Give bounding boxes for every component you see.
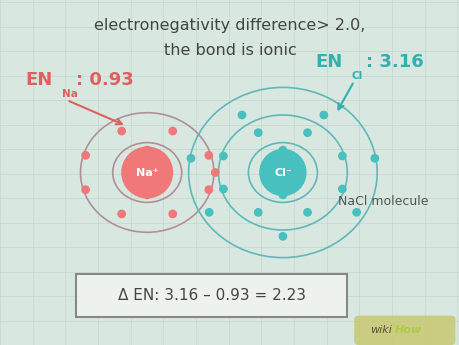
Ellipse shape bbox=[82, 152, 89, 159]
Ellipse shape bbox=[338, 152, 345, 160]
Ellipse shape bbox=[254, 209, 261, 216]
Ellipse shape bbox=[168, 127, 176, 135]
Ellipse shape bbox=[303, 209, 311, 216]
FancyBboxPatch shape bbox=[76, 274, 347, 317]
Ellipse shape bbox=[187, 155, 194, 162]
Ellipse shape bbox=[338, 185, 345, 193]
Text: NaCl molecule: NaCl molecule bbox=[337, 195, 428, 208]
Ellipse shape bbox=[143, 191, 151, 199]
Ellipse shape bbox=[82, 186, 89, 193]
Ellipse shape bbox=[118, 127, 125, 135]
Ellipse shape bbox=[319, 111, 327, 119]
Ellipse shape bbox=[143, 146, 151, 154]
Ellipse shape bbox=[219, 185, 227, 193]
Ellipse shape bbox=[205, 209, 213, 216]
Text: Cl⁻: Cl⁻ bbox=[274, 168, 291, 177]
Ellipse shape bbox=[352, 209, 359, 216]
Text: the bond is ionic: the bond is ionic bbox=[163, 42, 296, 58]
Ellipse shape bbox=[279, 191, 286, 199]
Ellipse shape bbox=[118, 210, 125, 218]
Ellipse shape bbox=[205, 186, 212, 193]
Text: Na⁺: Na⁺ bbox=[135, 168, 158, 177]
Ellipse shape bbox=[279, 233, 286, 240]
Text: electronegativity difference> 2.0,: electronegativity difference> 2.0, bbox=[94, 18, 365, 33]
Ellipse shape bbox=[279, 146, 286, 154]
Text: How: How bbox=[394, 325, 421, 335]
Text: Cl: Cl bbox=[351, 71, 362, 81]
Ellipse shape bbox=[303, 129, 311, 136]
FancyBboxPatch shape bbox=[353, 316, 454, 345]
Text: Δ EN: 3.16 – 0.93 = 2.23: Δ EN: 3.16 – 0.93 = 2.23 bbox=[118, 288, 305, 303]
Ellipse shape bbox=[211, 169, 218, 176]
Ellipse shape bbox=[370, 155, 378, 162]
Text: : 3.16: : 3.16 bbox=[365, 53, 423, 71]
Ellipse shape bbox=[259, 149, 305, 196]
Ellipse shape bbox=[122, 147, 172, 198]
Ellipse shape bbox=[168, 210, 176, 218]
Ellipse shape bbox=[254, 129, 261, 136]
Text: wiki: wiki bbox=[369, 325, 392, 335]
Ellipse shape bbox=[238, 111, 245, 119]
Text: EN: EN bbox=[314, 53, 341, 71]
Ellipse shape bbox=[219, 152, 227, 160]
Ellipse shape bbox=[205, 152, 212, 159]
Text: : 0.93: : 0.93 bbox=[76, 70, 134, 89]
Text: EN: EN bbox=[25, 70, 52, 89]
Text: Na: Na bbox=[62, 89, 78, 99]
